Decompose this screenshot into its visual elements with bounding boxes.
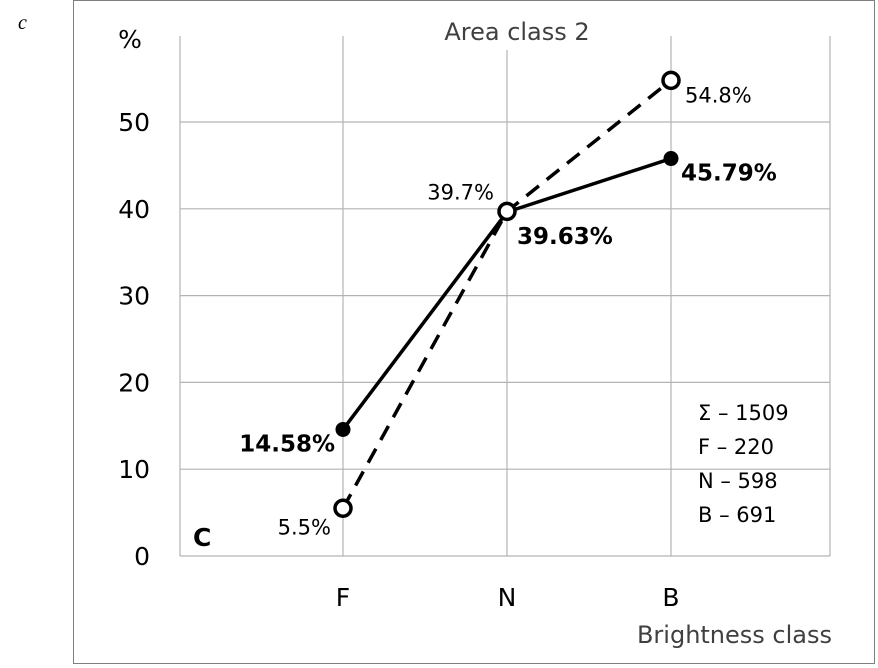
y-tick-label: 40 [118, 195, 150, 224]
y-tick-label: 20 [118, 368, 150, 397]
point-marker-filled [335, 421, 351, 437]
data-label: 5.5% [278, 515, 331, 539]
stat-line: F – 220 [698, 435, 774, 459]
panel-letter: c [18, 12, 27, 34]
data-label: 45.79% [681, 161, 777, 187]
y-tick-label: 30 [118, 282, 150, 311]
point-marker-open [333, 498, 353, 519]
stat-line: Σ – 1509 [698, 401, 789, 425]
grid [179, 36, 831, 557]
x-tick-label: B [662, 583, 679, 612]
stat-line: B – 691 [698, 503, 776, 527]
data-labels: 14.58% 39.63% 45.79% 5.5% 39.7% 54.8% [239, 83, 777, 539]
y-tick-label: 10 [118, 455, 150, 484]
y-tick-label: 0 [134, 542, 150, 571]
y-tick-label: 50 [118, 108, 150, 137]
y-axis-label: % [118, 25, 142, 54]
data-label: 39.63% [517, 224, 613, 250]
x-axis-label: Brightness class [637, 621, 832, 649]
data-label: 14.58% [239, 431, 335, 457]
chart-title: Area class 2 [444, 18, 589, 46]
title-background [383, 14, 633, 50]
y-tick-labels: 0 10 20 30 40 50 [118, 108, 150, 571]
data-label: 54.8% [685, 83, 752, 107]
point-marker-open [497, 201, 517, 222]
stat-line: N – 598 [698, 469, 778, 493]
panel-label: C [193, 523, 211, 552]
series-group [333, 70, 681, 519]
point-marker-open [661, 70, 681, 91]
data-label: 39.7% [427, 180, 494, 204]
point-marker-filled [663, 151, 679, 167]
chart-frame [73, 0, 875, 664]
stats-box: Σ – 1509 F – 220 N – 598 B – 691 [698, 401, 789, 527]
x-tick-label: N [498, 583, 517, 612]
x-tick-label: F [336, 583, 350, 612]
